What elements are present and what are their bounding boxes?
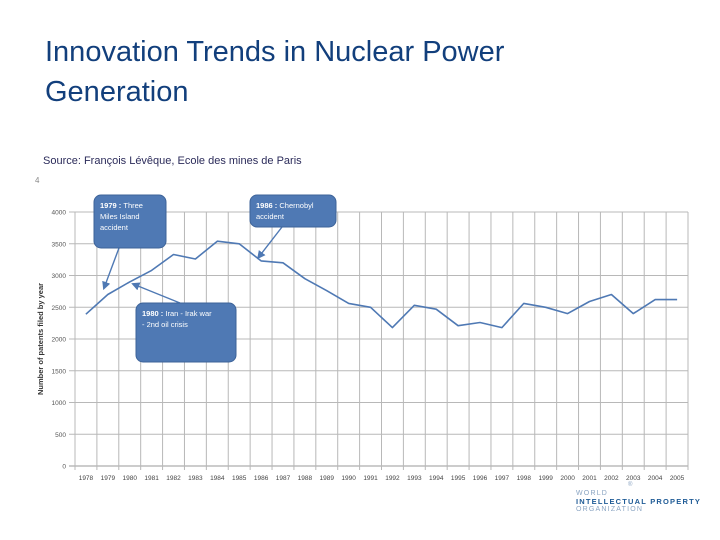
callout-year: 1979 : — [100, 201, 123, 210]
x-tick-label: 1982 — [166, 475, 181, 482]
x-tick-label: 1985 — [232, 475, 247, 482]
series-layer — [85, 240, 678, 329]
x-tick-label: 1986 — [254, 475, 269, 482]
y-tick-label: 500 — [55, 432, 66, 439]
x-tick-label: 2004 — [648, 475, 663, 482]
stray-mark: 4 — [35, 176, 40, 185]
x-tick-label: 2000 — [560, 475, 575, 482]
x-tick-label: 1994 — [429, 475, 444, 482]
x-tick-label: 1987 — [276, 475, 291, 482]
x-tick-label: 1993 — [407, 475, 422, 482]
logo-line-2: INTELLECTUAL PROPERTY — [576, 497, 702, 506]
logo-line-3: ORGANIZATION — [576, 506, 644, 513]
callout-box — [135, 302, 237, 363]
callout-arrow — [102, 247, 120, 291]
x-tick-label: 2003 — [626, 475, 641, 482]
y-tick-label: 3500 — [52, 241, 67, 248]
callout-1986: 1986 : Chernobyl accident — [249, 194, 337, 260]
x-tick-label: 1997 — [495, 475, 510, 482]
callout-text: 1979 : Three Miles Island accident — [100, 201, 143, 232]
callout-line: accident — [256, 212, 285, 221]
callout-line: Chernobyl — [279, 201, 314, 210]
series-line — [85, 240, 678, 329]
wipo-logo: ® WORLD INTELLECTUAL PROPERTY ORGANIZATI… — [576, 482, 702, 514]
x-tick-label: 1998 — [517, 475, 532, 482]
y-axis-ticks: 0 500 1000 1500 2000 2500 3000 3500 4000 — [52, 210, 67, 471]
callout-box — [249, 194, 337, 228]
callout-box — [93, 194, 167, 249]
x-axis-ticks: 1978 1979 1980 1981 1982 1983 1984 1985 1986 1987… — [79, 475, 685, 482]
callout-line: Three — [123, 201, 143, 210]
x-tick-label: 1983 — [188, 475, 203, 482]
x-tick-label: 1996 — [473, 475, 488, 482]
x-tick-label: 1989 — [320, 475, 335, 482]
x-tick-label: 1990 — [341, 475, 356, 482]
x-tick-label: 1992 — [385, 475, 400, 482]
y-tick-label: 1000 — [52, 400, 67, 407]
callouts-layer: 1979 : Three Miles Island accident 1980 : I… — [93, 194, 337, 363]
y-axis-label: Number of patents filed by year — [36, 283, 45, 395]
slide-title: Innovation Trends in Nuclear Power Gener… — [45, 36, 505, 108]
x-tick-label: 1988 — [298, 475, 313, 482]
x-tick-label: 1978 — [79, 475, 94, 482]
callout-1979: 1979 : Three Miles Island accident — [93, 194, 167, 291]
x-tick-label: 1984 — [210, 475, 225, 482]
logo-line-1: WORLD — [576, 490, 609, 497]
callout-arrow — [131, 282, 181, 304]
x-tick-label: 2001 — [582, 475, 597, 482]
x-tick-label: 1995 — [451, 475, 466, 482]
x-tick-label: 1980 — [122, 475, 137, 482]
callout-line: accident — [100, 223, 129, 232]
callout-year: 1986 : — [256, 201, 279, 210]
callout-line: Miles Island — [100, 212, 140, 221]
y-tick-label: 0 — [62, 464, 66, 471]
callout-year: 1980 : — [142, 309, 165, 318]
x-tick-label: 2005 — [670, 475, 685, 482]
callout-arrow — [257, 226, 283, 260]
callout-1980: 1980 : Iran - Irak war - 2nd oil crisis — [131, 282, 237, 363]
y-tick-label: 3000 — [52, 273, 67, 280]
source-caption: Source: François Lévêque, Ecole des mine… — [43, 155, 302, 167]
y-tick-label: 2000 — [52, 337, 67, 344]
y-tick-label: 4000 — [52, 210, 67, 217]
logo-mark: ® — [628, 482, 634, 488]
y-tick-label: 2500 — [52, 305, 67, 312]
callout-line: Iran - Irak war — [165, 309, 212, 318]
callout-text: 1980 : Iran - Irak war - 2nd oil crisis — [142, 309, 212, 329]
x-tick-label: 1999 — [538, 475, 553, 482]
x-tick-label: 1981 — [144, 475, 159, 482]
x-tick-label: 1991 — [363, 475, 378, 482]
x-tick-label: 2002 — [604, 475, 619, 482]
callout-line: - 2nd oil crisis — [142, 320, 188, 329]
x-tick-label: 1979 — [101, 475, 116, 482]
callout-text: 1986 : Chernobyl accident — [256, 201, 314, 221]
y-tick-label: 1500 — [52, 368, 67, 375]
